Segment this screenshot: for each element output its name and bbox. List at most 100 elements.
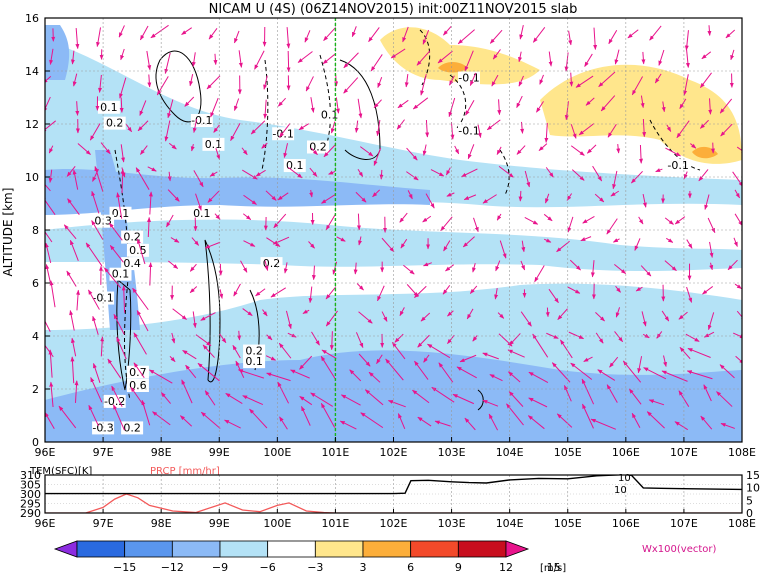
- wind-vector: [521, 240, 526, 253]
- wind-vector: [532, 27, 546, 43]
- wind-vector: [422, 215, 432, 223]
- sub-x-tick-label: 97E: [93, 517, 114, 530]
- contour-label: -0.1: [272, 127, 293, 140]
- wind-vector: [735, 355, 742, 364]
- wind-vector: [499, 240, 507, 259]
- wind-vector: [94, 165, 104, 192]
- wind-vector: [372, 189, 380, 198]
- wind-vector: [233, 283, 241, 297]
- wind-vector: [489, 29, 503, 44]
- wind-vector: [302, 309, 310, 314]
- wind-vector: [568, 331, 584, 340]
- wind-vector: [465, 100, 475, 116]
- wind-vector: [400, 238, 408, 249]
- wind-vector: [412, 97, 429, 110]
- wind-vector: [279, 123, 291, 138]
- wind-vector: [407, 190, 413, 200]
- wind-vector: [311, 265, 316, 281]
- contour-label-bg: [103, 394, 126, 408]
- wind-vector: [614, 331, 624, 343]
- wind-vector: [612, 238, 620, 243]
- y-tick-label: 14: [25, 65, 39, 78]
- wind-vector: [209, 171, 218, 177]
- wind-vector: [548, 51, 553, 67]
- wind-vector: [340, 394, 361, 406]
- contour-label: 0.2: [106, 117, 124, 130]
- wind-vector: [495, 260, 501, 272]
- wind-vector: [109, 244, 124, 263]
- wind-vector: [321, 349, 337, 359]
- x-tick-label: 105E: [554, 446, 582, 459]
- wind-vector: [320, 402, 336, 428]
- wind-vector: [676, 120, 690, 139]
- sub-y-right-label: 15: [746, 469, 760, 482]
- wind-vector: [462, 236, 475, 248]
- wind-vector: [353, 262, 358, 275]
- y-tick-label: 6: [32, 277, 39, 290]
- wind-vector: [700, 415, 713, 430]
- wind-vector: [703, 384, 712, 402]
- wind-vector: [597, 369, 616, 381]
- wind-vector: [325, 213, 336, 231]
- main-x-axis: 96E 97E 98E 99E 100E 101E 102E 103E 104E 105E 106E…: [35, 437, 756, 459]
- shade-orange-spot: [438, 62, 468, 73]
- wind-vector: [560, 339, 573, 359]
- wind-vector: [137, 120, 149, 132]
- wind-vector: [719, 98, 733, 114]
- sub-y-right-label: 5: [746, 494, 753, 507]
- wind-vector: [45, 411, 55, 430]
- wind-vector: [191, 52, 196, 67]
- contour-label: 0.2: [245, 345, 263, 358]
- contour-labels: 0.10.2 -0.10.1-0.10.10.10.2-0.1-0.1-0.10.…: [92, 71, 690, 435]
- y-tick-label: 0: [32, 436, 39, 449]
- contour-label: 0.1: [112, 268, 130, 281]
- sub-x-tick-label: 108E: [728, 517, 756, 530]
- wind-vector: [397, 413, 406, 429]
- wind-vector: [635, 286, 643, 292]
- wind-vector: [641, 51, 646, 65]
- wind-vector: [482, 194, 497, 204]
- wind-vector: [488, 413, 499, 431]
- wind-vector: [310, 147, 318, 156]
- wind-vector: [570, 145, 585, 156]
- wind-vector: [139, 25, 149, 41]
- wind-vector: [219, 333, 227, 344]
- wind-vector: [610, 190, 620, 197]
- chart-title: NICAM U (4S) (06Z14NOV2015) init:00Z11NO…: [209, 2, 578, 17]
- contour-label-bg: [121, 257, 144, 271]
- wind-vector: [261, 142, 268, 149]
- sub-x-tick-label: 104E: [496, 517, 524, 530]
- wind-vector: [508, 391, 524, 407]
- wind-vector: [329, 331, 334, 351]
- wind-vector: [683, 74, 689, 96]
- x-tick-label: 100E: [263, 446, 291, 459]
- wind-vector: [92, 315, 99, 335]
- wind-vector: [437, 50, 453, 64]
- contour-label: 0.2: [123, 421, 141, 434]
- wind-vector: [136, 238, 146, 265]
- wind-vector: [564, 101, 569, 121]
- wind-vector: [249, 408, 268, 429]
- wind-vector: [63, 224, 77, 240]
- wind-vector: [111, 385, 123, 407]
- wind-vector: [414, 360, 429, 380]
- wind-vector: [482, 352, 499, 360]
- wind-vector: [320, 355, 337, 380]
- wind-vector: [354, 120, 359, 133]
- wind-vector: [195, 334, 212, 347]
- sub-y-left-label: 295: [20, 498, 41, 511]
- wind-vector: [279, 416, 288, 430]
- wind-vector: [45, 231, 53, 243]
- wind-vector: [440, 216, 453, 232]
- sub-x-tick-label: 96E: [35, 517, 56, 530]
- wind-vector: [67, 198, 80, 216]
- wind-vector: [425, 193, 435, 209]
- contour-label-bg: [306, 140, 329, 154]
- wind-vector: [118, 25, 125, 38]
- wind-vector: [507, 349, 525, 358]
- wind-vector: [107, 358, 122, 379]
- colorbar-box: [171, 540, 221, 558]
- wind-vector: [74, 380, 79, 403]
- wind-vector: [241, 147, 248, 156]
- wind-vector: [149, 369, 173, 384]
